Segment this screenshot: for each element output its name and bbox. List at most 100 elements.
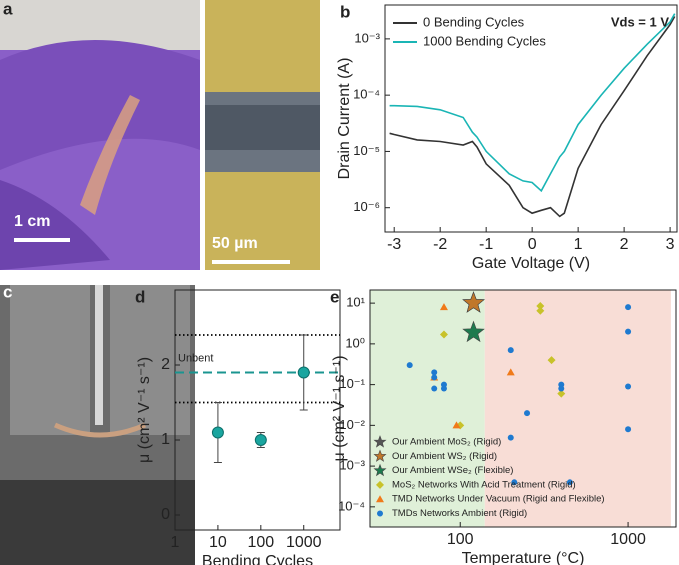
y-axis-label: μ (cm² V⁻¹ s⁻¹) [136, 357, 153, 463]
y-tick-label: 10¹ [346, 295, 365, 310]
scalebar-label: 50 µm [212, 235, 258, 252]
y-tick-label: 10⁻¹ [339, 376, 365, 391]
circle-marker [406, 362, 413, 369]
circle-marker [507, 347, 514, 354]
circle-marker [558, 385, 565, 392]
x-tick-label: 1 [171, 534, 180, 551]
legend-label: MoS₂ Networks With Acid Treatment (Rigid… [392, 479, 576, 490]
circle-marker [625, 426, 632, 433]
y-axis-label: Drain Current (A) [336, 58, 353, 180]
rig-base [0, 480, 195, 565]
point [211, 426, 224, 439]
y-tick-label: 10⁰ [345, 335, 365, 350]
glove-finger [0, 40, 200, 170]
diamond-marker [557, 389, 566, 398]
channel-dark [205, 105, 320, 150]
legend-label: 1000 Bending Cycles [423, 33, 546, 48]
y-tick-label: 2 [161, 356, 170, 373]
y-tick-label: 10⁻² [339, 417, 365, 432]
panel-label: e [330, 287, 339, 306]
diamond-marker [536, 306, 545, 315]
plot-frame [174, 289, 341, 531]
bent-sample [53, 422, 147, 438]
legend-label: TMDs Networks Ambient (Rigid) [392, 508, 527, 519]
annotation: Vds = 1 V [611, 14, 669, 29]
y-tick-label: 10⁻⁵ [353, 143, 380, 158]
legend-marker [373, 435, 387, 448]
point [254, 434, 267, 446]
diamond-marker [547, 356, 556, 365]
panel-label: d [135, 287, 145, 306]
y-axis-label: μ (cm² V⁻¹ s⁻¹) [331, 355, 348, 461]
panel-label: a [3, 0, 13, 18]
legend-marker [376, 495, 384, 503]
panel-label: b [340, 2, 350, 21]
y-tick-label: 0 [161, 506, 170, 523]
x-tick-label: 1 [574, 236, 583, 253]
flexible-device [80, 95, 140, 215]
x-axis-label: Gate Voltage (V) [472, 255, 590, 272]
rig-blade [95, 285, 103, 425]
circle-marker [625, 328, 632, 335]
y-tick-label: 10⁻³ [354, 30, 380, 45]
legend-label: Our Ambient WS₂ (Rigid) [392, 451, 497, 462]
y-tick-label: 10⁻⁴ [353, 87, 380, 102]
star-marker [462, 291, 485, 313]
x-tick-label: -3 [387, 236, 401, 253]
legend-marker [377, 510, 383, 517]
circle-marker [511, 479, 518, 486]
circle-marker [431, 374, 438, 381]
y-tick-label: 10⁻⁶ [353, 199, 380, 214]
region [484, 290, 671, 527]
circle-marker [431, 369, 438, 376]
y-tick-label: 10⁻³ [339, 458, 365, 473]
x-tick-label: 100 [247, 534, 274, 551]
x-tick-label: -2 [433, 236, 447, 253]
panel-label: c [3, 282, 12, 301]
circle-marker [431, 385, 438, 392]
point [297, 366, 310, 379]
reference-label: Unbent [178, 352, 213, 364]
y-tick-label: 1 [161, 431, 170, 448]
legend-marker [376, 480, 384, 489]
x-tick-label: -1 [479, 236, 493, 253]
triangle-marker [506, 368, 515, 376]
line [389, 16, 676, 218]
glove-thumb [0, 180, 110, 270]
x-tick-label: 1000 [610, 531, 646, 548]
legend-marker [373, 449, 387, 462]
x-axis-label: Bending Cycles [202, 553, 313, 565]
x-tick-label: 3 [666, 236, 675, 253]
scalebar-label: 1 cm [14, 213, 50, 230]
x-tick-label: 2 [620, 236, 629, 253]
circle-marker [566, 479, 573, 486]
diamond-marker [536, 302, 545, 311]
circle-marker [524, 410, 531, 417]
rig-clamp-right [110, 285, 190, 435]
x-tick-label: 1000 [286, 534, 322, 551]
triangle-marker [439, 303, 448, 311]
plot-frame [384, 4, 678, 233]
x-tick-label: 10 [209, 534, 227, 551]
circle-marker [625, 304, 632, 311]
diamond-marker [439, 330, 448, 339]
x-tick-label: 100 [447, 531, 474, 548]
circle-marker [507, 434, 514, 441]
legend-marker [373, 463, 387, 477]
rig-clamp-left [10, 285, 90, 435]
star-marker [462, 320, 485, 343]
plot-frame [369, 289, 677, 528]
x-axis-label: Temperature (°C) [462, 550, 585, 565]
triangle-marker [452, 421, 461, 429]
legend-label: Our Ambient WSe₂ (Flexible) [392, 465, 513, 476]
region [370, 290, 485, 527]
x-tick-label: 0 [528, 236, 537, 253]
legend-label: TMD Networks Under Vacuum (Rigid and Fle… [392, 494, 605, 505]
circle-marker [440, 385, 447, 392]
circle-marker [625, 383, 632, 390]
legend-label: Our Ambient MoS₂ (Rigid) [392, 437, 501, 448]
line [389, 13, 676, 193]
y-tick-label: 10⁻⁴ [338, 498, 365, 513]
legend-label: 0 Bending Cycles [423, 14, 525, 29]
